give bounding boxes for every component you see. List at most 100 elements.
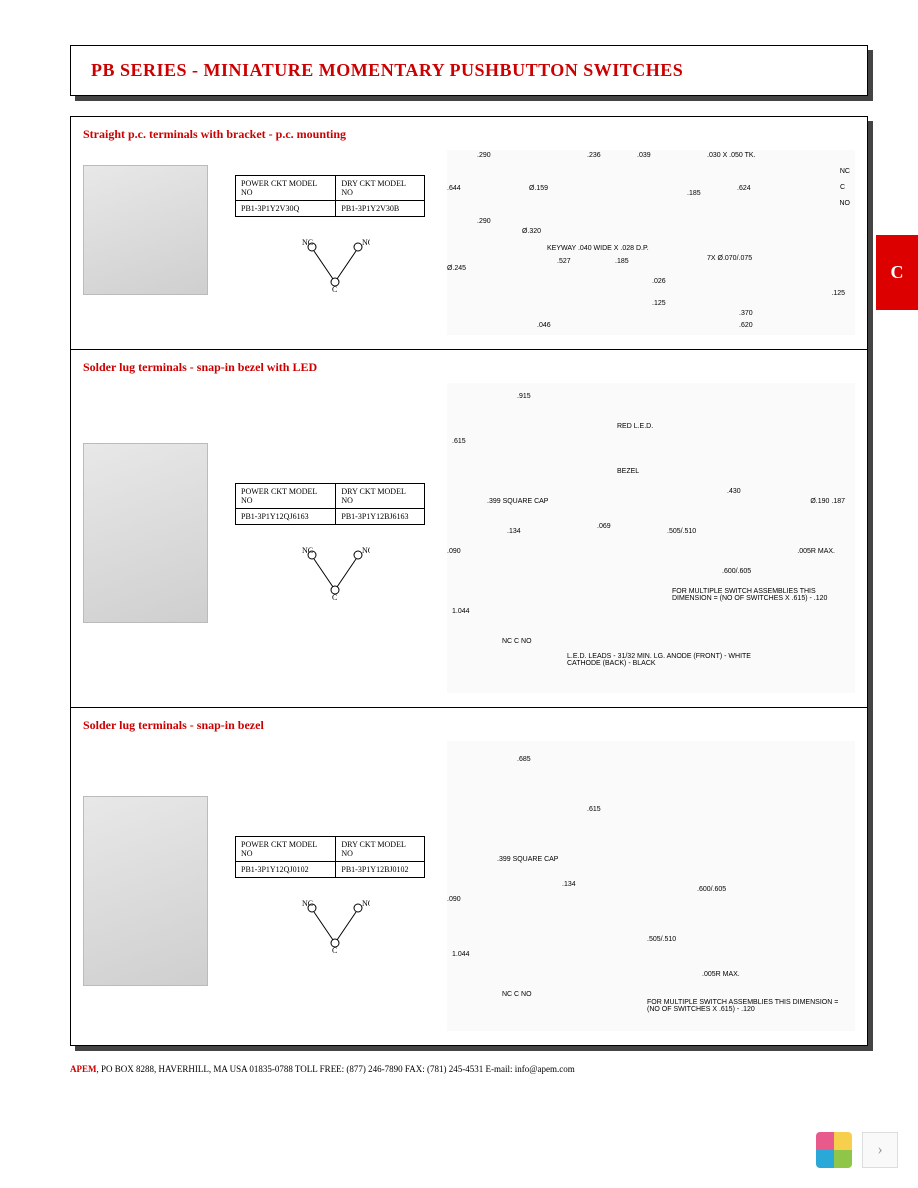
- table-header: DRY CKT MODEL NO: [336, 176, 425, 201]
- dim: .615: [452, 438, 466, 445]
- dim: RED L.E.D.: [617, 423, 653, 430]
- footer-text: , PO BOX 8288, HAVERHILL, MA USA 01835-0…: [97, 1064, 575, 1074]
- svg-text:C: C: [332, 285, 337, 292]
- svg-text:NO: NO: [362, 238, 370, 247]
- circuit-schematic: NC NO C: [235, 898, 435, 953]
- table-cell: PB1-3P1Y12QJ0102: [236, 862, 336, 878]
- model-schematic-col: POWER CKT MODEL NO DRY CKT MODEL NO PB1-…: [235, 383, 435, 600]
- section-title: Straight p.c. terminals with bracket - p…: [83, 127, 855, 142]
- table-header: POWER CKT MODEL NO: [236, 176, 336, 201]
- dim: .600/.605: [697, 886, 726, 893]
- diagram-col: .915 .615 RED L.E.D. BEZEL .399 SQUARE C…: [447, 383, 855, 693]
- dim: .370: [739, 310, 753, 317]
- dim: .026: [652, 278, 666, 285]
- footer: APEM, PO BOX 8288, HAVERHILL, MA USA 018…: [70, 1064, 868, 1074]
- table-header: POWER CKT MODEL NO: [236, 484, 336, 509]
- technical-drawing: .685 .615 .399 SQUARE CAP .090 .134 1.04…: [447, 741, 855, 1031]
- model-table: POWER CKT MODEL NO DRY CKT MODEL NO PB1-…: [235, 175, 425, 217]
- side-tab: C: [876, 235, 918, 310]
- dim: L.E.D. LEADS - 31/32 MIN. LG. ANODE (FRO…: [567, 653, 767, 667]
- product-photo-col: [83, 383, 223, 623]
- dim: 7X Ø.070/.075: [707, 255, 752, 262]
- table-row: PB1-3P1Y2V30Q PB1-3P1Y2V30B: [236, 201, 425, 217]
- dim: .005R MAX.: [702, 971, 740, 978]
- chevron-right-icon: ›: [877, 1141, 882, 1159]
- page-nav: ›: [816, 1132, 898, 1168]
- table-cell: PB1-3P1Y12BJ6163: [336, 509, 425, 525]
- technical-drawing: .290 .236 .039 .030 X .050 TK. .644 Ø.15…: [447, 150, 855, 335]
- section-snap-in-led: Solder lug terminals - snap-in bezel wit…: [71, 350, 867, 708]
- section-title: Solder lug terminals - snap-in bezel: [83, 718, 855, 733]
- svg-text:C: C: [332, 946, 337, 953]
- dim: .915: [517, 393, 531, 400]
- dim: .069: [597, 523, 611, 530]
- svg-text:C: C: [332, 593, 337, 600]
- dim: 1.044: [452, 951, 470, 958]
- schematic-icon: NC NO C: [300, 898, 370, 953]
- dim: .046: [537, 322, 551, 329]
- dim: NC C NO: [502, 638, 532, 645]
- circuit-schematic: NC NO C: [235, 545, 435, 600]
- dim: .430: [727, 488, 741, 495]
- section-title: Solder lug terminals - snap-in bezel wit…: [83, 360, 855, 375]
- footer-brand: APEM: [70, 1064, 97, 1074]
- dim: .125: [831, 290, 845, 297]
- dim: .125: [652, 300, 666, 307]
- product-photo-col: [83, 150, 223, 295]
- svg-text:NO: NO: [362, 899, 370, 908]
- model-table: POWER CKT MODEL NO DRY CKT MODEL NO PB1-…: [235, 836, 425, 878]
- section-pc-terminals: Straight p.c. terminals with bracket - p…: [71, 117, 867, 350]
- logo-icon: [816, 1132, 852, 1168]
- dim: .527: [557, 258, 571, 265]
- dim: Ø.159: [529, 185, 548, 192]
- dim: NC: [840, 168, 850, 175]
- dim: .290: [477, 218, 491, 225]
- dim: Ø.190 .187: [810, 498, 845, 505]
- svg-text:NO: NO: [362, 546, 370, 555]
- model-schematic-col: POWER CKT MODEL NO DRY CKT MODEL NO PB1-…: [235, 150, 435, 292]
- table-cell: PB1-3P1Y12BJ0102: [336, 862, 425, 878]
- diagram-col: .685 .615 .399 SQUARE CAP .090 .134 1.04…: [447, 741, 855, 1031]
- dim: .185: [687, 190, 701, 197]
- section-snap-in-bezel: Solder lug terminals - snap-in bezel POW…: [71, 708, 867, 1045]
- dim: FOR MULTIPLE SWITCH ASSEMBLIES THIS DIME…: [647, 999, 847, 1013]
- table-cell: PB1-3P1Y2V30B: [336, 201, 425, 217]
- svg-text:NC: NC: [302, 546, 313, 555]
- svg-text:NC: NC: [302, 899, 313, 908]
- dim: .399 SQUARE CAP: [487, 498, 548, 505]
- dim: NO: [840, 200, 851, 207]
- dim: .030 X .050 TK.: [707, 152, 756, 159]
- table-header: DRY CKT MODEL NO: [336, 837, 425, 862]
- dim: BEZEL: [617, 468, 639, 475]
- dim: .399 SQUARE CAP: [497, 856, 558, 863]
- product-photo: [83, 796, 208, 986]
- dim: C: [840, 184, 845, 191]
- dim: .644: [447, 185, 461, 192]
- product-photo: [83, 165, 208, 295]
- dim: .624: [737, 185, 751, 192]
- dim: .615: [587, 806, 601, 813]
- dim: .685: [517, 756, 531, 763]
- table-row: POWER CKT MODEL NO DRY CKT MODEL NO: [236, 176, 425, 201]
- dim: NC C NO: [502, 991, 532, 998]
- table-row: PB1-3P1Y12QJ0102 PB1-3P1Y12BJ0102: [236, 862, 425, 878]
- dim: KEYWAY .040 WIDE X .028 D.P.: [547, 245, 649, 252]
- dim: .090: [447, 548, 461, 555]
- dim: .005R MAX.: [797, 548, 835, 555]
- table-header: POWER CKT MODEL NO: [236, 837, 336, 862]
- dim: .090: [447, 896, 461, 903]
- table-cell: PB1-3P1Y12QJ6163: [236, 509, 336, 525]
- table-row: PB1-3P1Y12QJ6163 PB1-3P1Y12BJ6163: [236, 509, 425, 525]
- model-table: POWER CKT MODEL NO DRY CKT MODEL NO PB1-…: [235, 483, 425, 525]
- table-cell: PB1-3P1Y2V30Q: [236, 201, 336, 217]
- schematic-icon: NC NO C: [300, 237, 370, 292]
- main-frame: Straight p.c. terminals with bracket - p…: [70, 116, 868, 1046]
- dim: .505/.510: [667, 528, 696, 535]
- dim: 1.044: [452, 608, 470, 615]
- next-page-button[interactable]: ›: [862, 1132, 898, 1168]
- dim: .134: [507, 528, 521, 535]
- dim: .039: [637, 152, 651, 159]
- model-schematic-col: POWER CKT MODEL NO DRY CKT MODEL NO PB1-…: [235, 741, 435, 953]
- schematic-icon: NC NO C: [300, 545, 370, 600]
- dim: Ø.320: [522, 228, 541, 235]
